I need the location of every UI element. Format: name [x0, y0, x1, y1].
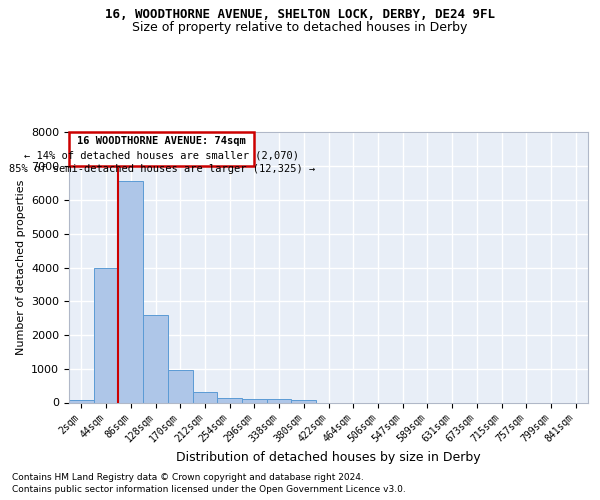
Bar: [267, 400, 292, 402]
Text: 85% of semi-detached houses are larger (12,325) →: 85% of semi-detached houses are larger (…: [8, 164, 315, 174]
Text: Contains HM Land Registry data © Crown copyright and database right 2024.: Contains HM Land Registry data © Crown c…: [12, 472, 364, 482]
Bar: [242, 398, 267, 402]
Bar: [217, 398, 242, 402]
Bar: [118, 182, 143, 402]
Y-axis label: Number of detached properties: Number of detached properties: [16, 180, 26, 355]
Text: Contains public sector information licensed under the Open Government Licence v3: Contains public sector information licen…: [12, 485, 406, 494]
Bar: [69, 400, 94, 402]
Bar: [94, 268, 118, 402]
Text: Size of property relative to detached houses in Derby: Size of property relative to detached ho…: [133, 21, 467, 34]
Bar: [168, 370, 193, 402]
Bar: [143, 315, 168, 402]
Text: 16, WOODTHORNE AVENUE, SHELTON LOCK, DERBY, DE24 9FL: 16, WOODTHORNE AVENUE, SHELTON LOCK, DER…: [105, 8, 495, 20]
X-axis label: Distribution of detached houses by size in Derby: Distribution of detached houses by size …: [176, 451, 481, 464]
Text: ← 14% of detached houses are smaller (2,070): ← 14% of detached houses are smaller (2,…: [24, 150, 299, 160]
Bar: [292, 400, 316, 402]
Bar: [193, 392, 217, 402]
Text: 16 WOODTHORNE AVENUE: 74sqm: 16 WOODTHORNE AVENUE: 74sqm: [77, 136, 246, 146]
